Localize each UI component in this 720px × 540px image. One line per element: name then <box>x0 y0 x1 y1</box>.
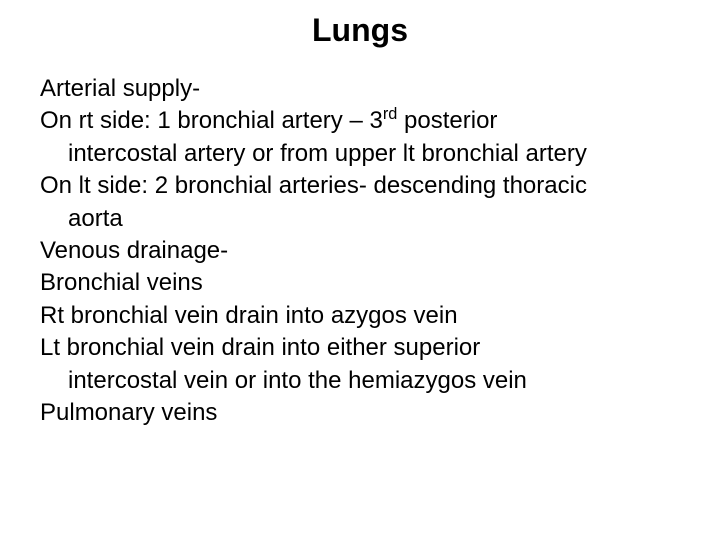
body-line: Rt bronchial vein drain into azygos vein <box>40 300 680 332</box>
body-line: On rt side: 1 bronchial artery – 3rd pos… <box>40 105 680 137</box>
body-line-indent: intercostal artery or from upper lt bron… <box>40 138 680 170</box>
body-line: Venous drainage- <box>40 235 680 267</box>
body-line: Pulmonary veins <box>40 397 680 429</box>
text-span: On rt side: 1 bronchial artery – 3 <box>40 107 383 134</box>
body-line: Bronchial veins <box>40 267 680 299</box>
slide-title: Lungs <box>0 12 720 49</box>
superscript: rd <box>383 105 398 123</box>
body-line: Lt bronchial vein drain into either supe… <box>40 332 680 364</box>
text-span: posterior <box>397 107 497 134</box>
body-line-indent: intercostal vein or into the hemiazygos … <box>40 365 680 397</box>
body-line: Arterial supply- <box>40 73 680 105</box>
slide-body: Arterial supply- On rt side: 1 bronchial… <box>0 73 720 429</box>
body-line: On lt side: 2 bronchial arteries- descen… <box>40 170 680 202</box>
slide-container: Lungs Arterial supply- On rt side: 1 bro… <box>0 0 720 540</box>
body-line-indent: aorta <box>40 203 680 235</box>
